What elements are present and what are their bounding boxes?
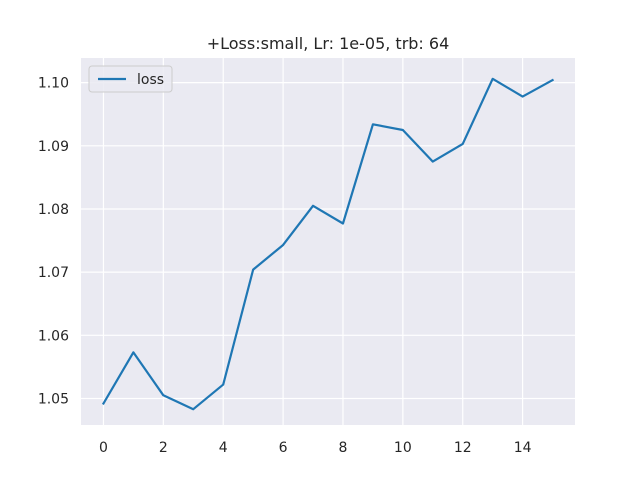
x-tick-label: 6 <box>279 440 288 456</box>
legend-label: loss <box>137 72 164 88</box>
x-tick-label: 2 <box>159 440 168 456</box>
y-tick-label: 1.10 <box>38 76 69 92</box>
chart-title: +Loss:small, Lr: 1e-05, trb: 64 <box>207 34 450 53</box>
y-tick-label: 1.06 <box>38 328 69 344</box>
x-tick-label: 4 <box>219 440 228 456</box>
y-tick-label: 1.07 <box>38 265 69 281</box>
series-line-loss <box>101 77 555 411</box>
x-tick-label: 10 <box>394 440 412 456</box>
x-tick-label: 8 <box>339 440 348 456</box>
x-tick-label: 14 <box>514 440 532 456</box>
y-tick-label: 1.08 <box>38 202 69 218</box>
tick-labels: 0 2 4 6 8 10 12 14 1.05 1.06 1.07 1.08 1.09 1.10 <box>38 76 532 456</box>
series-layer <box>101 77 555 411</box>
legend: loss <box>88 65 173 93</box>
x-tick-label: 12 <box>454 440 472 456</box>
y-tick-label: 1.09 <box>38 139 69 155</box>
legend-box <box>88 65 173 93</box>
grid-lines <box>81 58 575 425</box>
x-tick-label: 0 <box>99 440 108 456</box>
y-tick-label: 1.05 <box>38 391 69 407</box>
plot-area <box>81 58 575 425</box>
